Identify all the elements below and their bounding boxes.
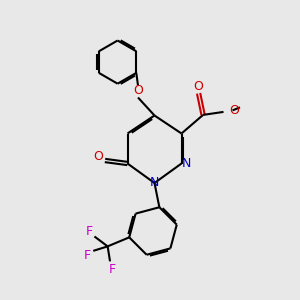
Text: F: F (109, 263, 116, 276)
Text: F: F (85, 225, 93, 238)
Text: O: O (194, 80, 203, 93)
Text: O: O (133, 84, 143, 98)
Text: N: N (182, 157, 192, 170)
Text: F: F (84, 249, 91, 262)
Text: O: O (94, 150, 103, 163)
Text: N: N (150, 176, 159, 190)
Text: O: O (229, 104, 239, 118)
